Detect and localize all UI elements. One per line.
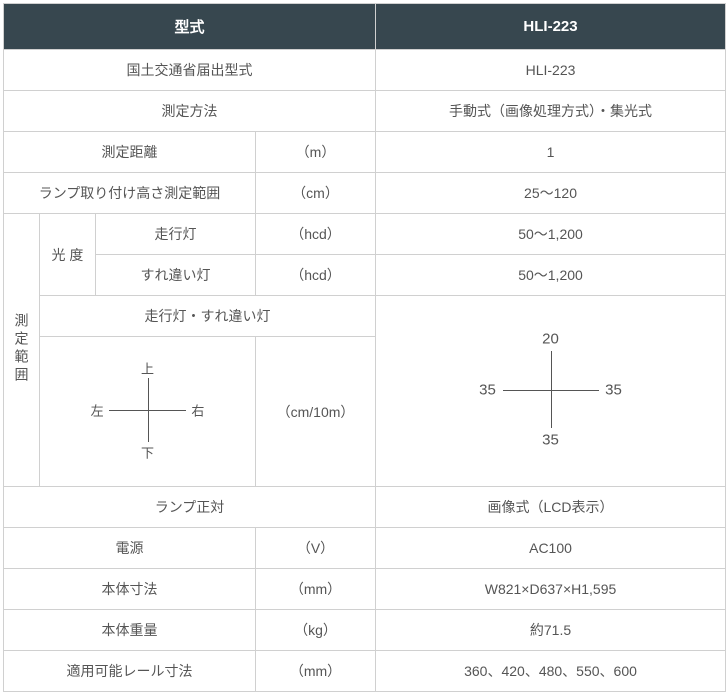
value-weight: 約71.5	[376, 610, 726, 651]
label-method: 測定方法	[4, 91, 376, 132]
unit-rail: （mm）	[256, 651, 376, 692]
header-model: 型式	[4, 4, 376, 50]
value-running: 50～1,200	[376, 214, 726, 255]
row-power: 電源 （V） AC100	[4, 528, 726, 569]
unit-cross: （cm/10m）	[256, 337, 376, 487]
value-method: 手動式（画像処理方式）・集光式	[376, 91, 726, 132]
label-facing: ランプ正対	[4, 487, 376, 528]
label-lamp-height: ランプ取り付け高さ測定範囲	[4, 173, 256, 214]
cross-diagram-value: 20 35 35 35	[476, 330, 626, 450]
spec-table: 型式 HLI-223 国土交通省届出型式 HLI-223 測定方法 手動式（画像…	[3, 3, 726, 692]
cross-bottom: 35	[542, 431, 559, 448]
value-facing: 画像式（LCD表示）	[376, 487, 726, 528]
cross-left: 35	[479, 381, 496, 398]
header-product: HLI-223	[376, 4, 726, 50]
unit-running: （hcd）	[256, 214, 376, 255]
label-both-lights: 走行灯・すれ違い灯	[40, 296, 376, 337]
value-power: AC100	[376, 528, 726, 569]
row-weight: 本体重量 （kg） 約71.5	[4, 610, 726, 651]
table-header-row: 型式 HLI-223	[4, 4, 726, 50]
cross-right: 右	[191, 401, 204, 420]
cross-top: 上	[141, 359, 154, 378]
unit-weight: （kg）	[256, 610, 376, 651]
label-passing: すれ違い灯	[96, 255, 256, 296]
label-rail: 適用可能レール寸法	[4, 651, 256, 692]
row-facing: ランプ正対 画像式（LCD表示）	[4, 487, 726, 528]
cross-right: 35	[605, 381, 622, 398]
value-distance: 1	[376, 132, 726, 173]
cross-vline	[148, 378, 149, 442]
unit-distance: （m）	[256, 132, 376, 173]
label-mlit: 国土交通省届出型式	[4, 50, 376, 91]
cross-diagram-label: 上 下 左 右	[88, 360, 208, 460]
row-passing: すれ違い灯 （hcd） 50～1,200	[4, 255, 726, 296]
row-rail: 適用可能レール寸法 （mm） 360、420、480、550、600	[4, 651, 726, 692]
row-dimensions: 本体寸法 （mm） W821×D637×H1,595	[4, 569, 726, 610]
label-weight: 本体重量	[4, 610, 256, 651]
label-dimensions: 本体寸法	[4, 569, 256, 610]
row-running: 測定範囲 光 度 走行灯 （hcd） 50～1,200	[4, 214, 726, 255]
label-measure-range: 測定範囲	[4, 214, 40, 487]
row-distance: 測定距離 （m） 1	[4, 132, 726, 173]
value-passing: 50～1,200	[376, 255, 726, 296]
value-rail: 360、420、480、550、600	[376, 651, 726, 692]
label-running: 走行灯	[96, 214, 256, 255]
row-lamp-height: ランプ取り付け高さ測定範囲 （cm） 25～120	[4, 173, 726, 214]
label-luminosity: 光 度	[40, 214, 96, 296]
value-cross-diagram: 20 35 35 35	[376, 296, 726, 487]
row-mlit: 国土交通省届出型式 HLI-223	[4, 50, 726, 91]
unit-lamp-height: （cm）	[256, 173, 376, 214]
cross-vline	[551, 351, 552, 428]
unit-power: （V）	[256, 528, 376, 569]
unit-passing: （hcd）	[256, 255, 376, 296]
label-distance: 測定距離	[4, 132, 256, 173]
cross-bottom: 下	[141, 443, 154, 462]
value-dimensions: W821×D637×H1,595	[376, 569, 726, 610]
value-lamp-height: 25～120	[376, 173, 726, 214]
cross-left: 左	[91, 401, 104, 420]
value-mlit: HLI-223	[376, 50, 726, 91]
cross-top: 20	[542, 331, 559, 348]
label-cross-diagram: 上 下 左 右	[40, 337, 256, 487]
row-method: 測定方法 手動式（画像処理方式）・集光式	[4, 91, 726, 132]
unit-dimensions: （mm）	[256, 569, 376, 610]
label-power: 電源	[4, 528, 256, 569]
row-both-lights-label: 走行灯・すれ違い灯 20 35 35 35	[4, 296, 726, 337]
